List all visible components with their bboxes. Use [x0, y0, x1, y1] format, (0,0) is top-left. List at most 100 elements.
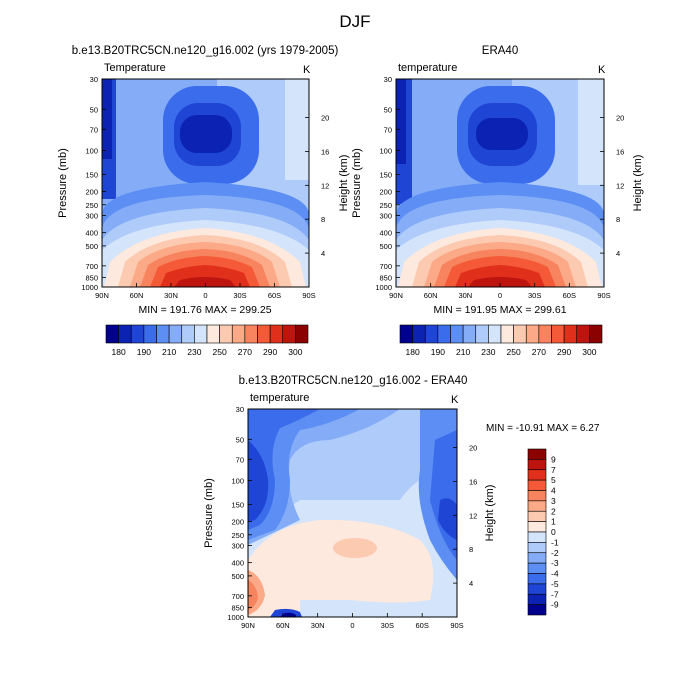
y-tick-label: 70	[384, 125, 392, 134]
colorbar-label: 210	[162, 347, 176, 357]
panel-obs-variable-label: temperature	[398, 62, 457, 74]
band-neg5-neg7	[248, 440, 269, 522]
y-tick-label: 300	[231, 542, 244, 551]
colorbar-swatch	[527, 531, 547, 543]
colorbar-swatch	[589, 324, 603, 344]
panel-diff-field	[248, 409, 457, 617]
colorbar-swatch	[551, 324, 565, 344]
y-tick-label: 150	[85, 170, 98, 179]
x-tick-label: 30N	[164, 291, 178, 300]
y-tick-label: 400	[379, 229, 392, 238]
x-tick-label: 30S	[381, 621, 394, 630]
colorbar-swatch	[513, 324, 527, 344]
panel-obs-title: ERA40	[482, 45, 518, 57]
colorbar-label: 250	[213, 347, 227, 357]
colorbar-swatch	[525, 324, 540, 344]
x-tick-label: 90S	[597, 291, 610, 300]
colorbar-swatch	[500, 324, 514, 344]
panel-diff-title: b.e13.B20TRC5CN.ne120_g16.002 - ERA40	[239, 375, 468, 387]
colorbar-swatch	[194, 324, 208, 344]
band-3-4-arctic	[248, 580, 258, 610]
y2-tick-label: 20	[469, 444, 477, 453]
colorbar-swatch	[527, 459, 547, 471]
x-tick-label: 90N	[95, 291, 109, 300]
colorbar-swatch	[576, 324, 590, 344]
y2-tick-label: 16	[321, 147, 329, 156]
colorbar-swatch	[527, 542, 547, 554]
band-190-polar	[396, 79, 406, 164]
band-neg3-neg4	[248, 409, 360, 540]
y-tick-label: 1000	[375, 283, 392, 292]
colorbar-label: -7	[551, 589, 559, 599]
y-tick-label: 100	[379, 146, 392, 155]
colorbar-label: -5	[551, 579, 559, 589]
colorbar-swatch	[399, 324, 413, 344]
y-tick-label: 70	[90, 125, 98, 134]
y-tick-label: 1000	[81, 283, 98, 292]
y-tick-label: 200	[379, 188, 392, 197]
y-tick-label: 850	[85, 273, 98, 282]
colorbar-label: 4	[551, 486, 556, 496]
y2-tick-label: 8	[321, 215, 325, 224]
panel-obs-field	[396, 79, 604, 287]
x-tick-label: 0	[203, 291, 207, 300]
colorbar-label: 190	[137, 347, 151, 357]
colorbar-swatch	[424, 324, 439, 344]
colorbar-label: 230	[187, 347, 201, 357]
panel-model: b.e13.B20TRC5CN.ne120_g16.002 (yrs 1979-…	[57, 45, 350, 357]
colorbar-swatch	[527, 562, 547, 574]
y-tick-label: 1000	[227, 613, 244, 622]
colorbar-swatch	[527, 510, 547, 522]
colorbar-swatch	[181, 324, 195, 344]
y-tick-label: 250	[85, 201, 98, 210]
colorbar-label: 230	[481, 347, 495, 357]
colorbar-swatch	[527, 500, 547, 512]
colorbar-swatch	[563, 324, 578, 344]
colorbar-label: 1	[551, 517, 556, 527]
x-tick-label: 0	[498, 291, 502, 300]
x-tick-label: 90S	[450, 621, 463, 630]
colorbar-label: -1	[551, 537, 559, 547]
colorbar-swatch	[118, 324, 132, 344]
colorbar-swatch	[450, 324, 464, 344]
panel-model-stats: MIN = 191.76 MAX = 299.25	[138, 304, 271, 316]
panel-diff-y2label: Height (km)	[484, 485, 496, 542]
colorbar-swatch	[168, 324, 183, 344]
y2-tick-label: 16	[616, 147, 624, 156]
x-tick-label: 60S	[563, 291, 576, 300]
colorbar-label: 270	[238, 347, 252, 357]
colorbar-swatch	[437, 324, 451, 344]
colorbar-swatch	[244, 324, 258, 344]
y-tick-label: 500	[379, 242, 392, 251]
panel-diff-variable-label: temperature	[250, 392, 309, 404]
panel-obs-unit-label: K	[598, 64, 606, 76]
y-tick-label: 30	[236, 405, 244, 414]
band-230-sh	[550, 79, 578, 180]
y-tick-label: 500	[85, 242, 98, 251]
colorbar-label: 300	[288, 347, 302, 357]
y-tick-label: 250	[231, 531, 244, 540]
x-tick-label: 60N	[130, 291, 144, 300]
colorbar-swatch	[527, 573, 547, 585]
colorbar-label: 180	[112, 347, 126, 357]
colorbar-swatch	[219, 324, 233, 344]
y2-tick-label: 20	[616, 114, 624, 123]
y-tick-label: 200	[231, 518, 244, 527]
y-tick-label: 150	[379, 170, 392, 179]
band-295	[174, 277, 236, 287]
y-tick-label: 400	[231, 559, 244, 568]
colorbar-label: 270	[532, 347, 546, 357]
band-295	[468, 277, 532, 287]
colorbar-label: -9	[551, 600, 559, 610]
panel-obs-stats: MIN = 191.95 MAX = 299.61	[433, 304, 566, 316]
colorbar-label: 180	[406, 347, 420, 357]
colorbar-swatch	[295, 324, 309, 344]
panel-diff-stats: MIN = -10.91 MAX = 6.27	[486, 423, 600, 434]
y-tick-label: 700	[85, 262, 98, 271]
y-tick-label: 100	[231, 476, 244, 485]
colorbar-swatch	[257, 324, 271, 344]
y-tick-label: 400	[85, 229, 98, 238]
panel-diff-unit-label: K	[451, 394, 459, 406]
band-240-polar	[578, 79, 604, 185]
